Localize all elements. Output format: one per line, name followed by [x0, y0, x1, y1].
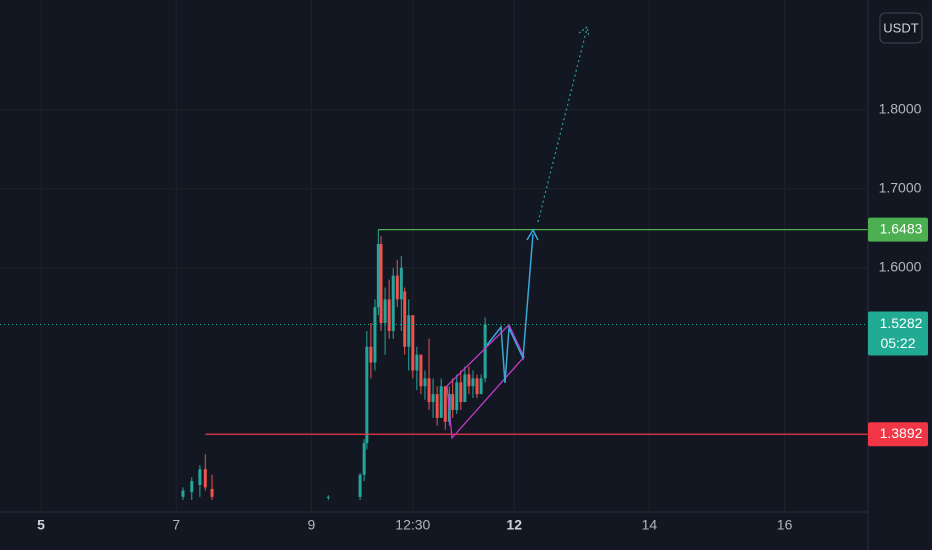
candle-body [190, 481, 194, 493]
candle-body [415, 354, 419, 371]
candle-body [198, 469, 202, 485]
x-tick-label: 12:30 [395, 517, 430, 533]
x-tick-label: 5 [37, 517, 45, 533]
level-label: 1.6483 [880, 220, 923, 236]
x-tick-label: 12 [506, 517, 522, 533]
candle-body [379, 244, 383, 324]
candle-body [431, 394, 435, 403]
candle-body [439, 386, 443, 418]
candle-body [463, 374, 467, 403]
candle-body [387, 299, 391, 331]
candle-body [435, 394, 439, 418]
y-tick-label: 1.8000 [879, 100, 922, 116]
candle-body [403, 291, 407, 347]
drawings [446, 25, 590, 440]
countdown: 05:22 [880, 335, 915, 351]
candle-body [373, 307, 377, 363]
candle-body [455, 382, 459, 410]
candle-body [369, 346, 373, 363]
candle-body [419, 354, 423, 387]
candle-body [467, 374, 471, 387]
x-tick-label: 7 [172, 517, 180, 533]
arrow-head [526, 228, 539, 241]
x-tick-label: 16 [777, 517, 793, 533]
level-label-bg [868, 217, 928, 242]
y-tick-label: 1.7000 [879, 179, 922, 195]
candle-body [210, 488, 214, 497]
candle-body [475, 378, 479, 395]
candle-body [376, 244, 380, 308]
projection-path [486, 233, 534, 384]
level-label: 1.3892 [880, 425, 923, 441]
candle-body [362, 443, 366, 475]
candle-body [391, 275, 395, 331]
x-tick-label: 9 [308, 517, 316, 533]
candle-body [471, 378, 475, 387]
y-tick-label: 1.6000 [879, 258, 922, 274]
candle-body [443, 386, 447, 422]
channel [446, 323, 525, 440]
candle-body [427, 378, 431, 403]
x-tick-label: 14 [642, 517, 658, 533]
target-arrow-head [578, 25, 590, 38]
candle-body [459, 382, 463, 403]
candle-body [479, 378, 483, 395]
price-label: 1.5282 [880, 315, 923, 331]
candle-body [483, 324, 487, 379]
unit-button[interactable] [879, 12, 923, 44]
level-label-bg [868, 422, 928, 447]
candle-body [383, 299, 387, 324]
candle-body [365, 346, 369, 444]
candle-body [326, 496, 330, 498]
candle-body [423, 378, 427, 387]
candle-body [407, 315, 411, 347]
candle-body [395, 275, 399, 300]
target-arrow [537, 27, 588, 223]
candle-body [358, 474, 362, 497]
price-label-bg [868, 311, 928, 356]
unit-label[interactable]: USDT [883, 20, 918, 35]
candle-body [411, 315, 415, 371]
candle-body [181, 490, 185, 497]
candle-body [399, 267, 403, 300]
candle-body [451, 394, 455, 410]
candle-body [203, 469, 207, 488]
